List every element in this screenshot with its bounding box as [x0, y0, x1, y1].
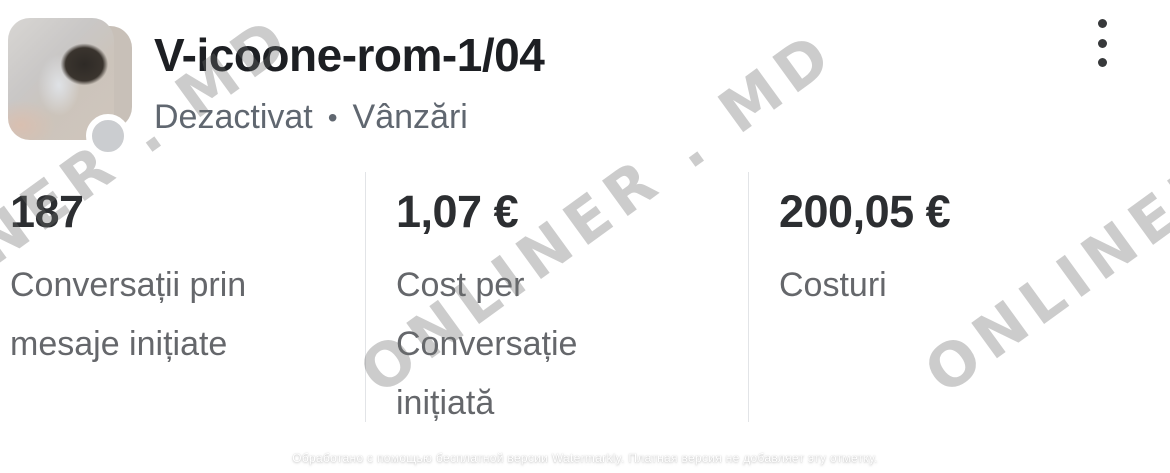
stat-value: 1,07 €	[396, 186, 519, 237]
status-indicator-dot	[86, 114, 130, 158]
campaign-header: V-icoone-rom-1/04 Dezactivat • Vânzări	[8, 16, 1070, 158]
dot-separator: •	[327, 101, 338, 133]
kebab-dot	[1097, 19, 1107, 28]
stat-total-cost: 200,05 € Costuri	[748, 172, 1170, 422]
stat-value: 200,05 €	[779, 186, 951, 237]
ad-thumbnail[interactable]	[8, 16, 132, 158]
campaign-status: Dezactivat	[154, 98, 313, 136]
kebab-menu-icon[interactable]	[1090, 19, 1114, 67]
stat-label: Cost per Conversație inițiată	[396, 266, 578, 422]
kebab-dot	[1097, 38, 1107, 48]
stat-value: 187	[10, 186, 84, 237]
kebab-dot	[1097, 58, 1107, 67]
stat-label: Conversații prin mesaje inițiate	[10, 266, 247, 363]
campaign-subtitle: Dezactivat • Vânzări	[154, 98, 544, 137]
stat-conversations: 187 Conversații prin mesaje inițiate	[0, 172, 365, 422]
watermarkly-notice: Обработано с помощью бесплатной версии W…	[292, 451, 878, 465]
campaign-objective: Vânzări	[352, 98, 468, 136]
stat-cost-per-conversation: 1,07 € Cost per Conversație inițiată	[365, 172, 748, 422]
campaign-title-block: V-icoone-rom-1/04 Dezactivat • Vânzări	[154, 16, 545, 137]
stats-row: 187 Conversații prin mesaje inițiate 1,0…	[0, 172, 1170, 422]
campaign-title: V-icoone-rom-1/04	[154, 29, 545, 81]
stat-label: Costuri	[779, 266, 887, 304]
